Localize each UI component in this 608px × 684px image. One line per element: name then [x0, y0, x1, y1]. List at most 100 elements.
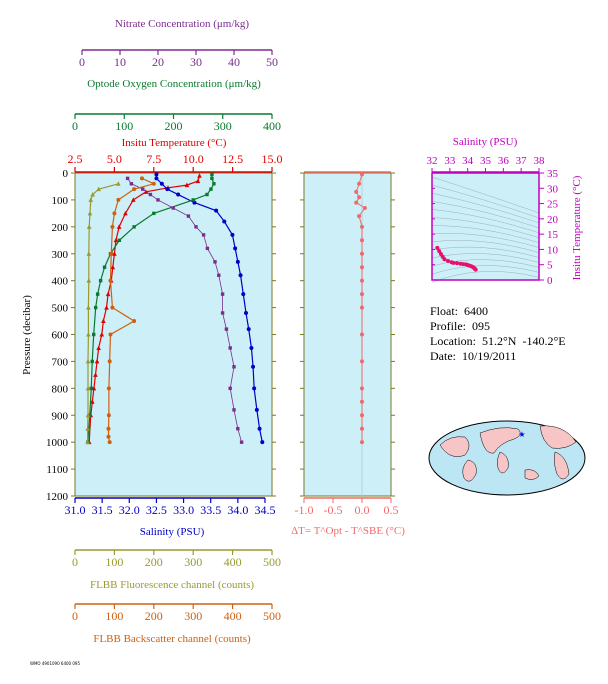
profile-plot-area [75, 173, 272, 496]
salinity-point [176, 192, 181, 197]
salinity-point [249, 345, 254, 350]
temperature-point [195, 178, 201, 184]
backscatter-point [108, 278, 113, 283]
temperature-point [197, 173, 202, 178]
pressure-tick-label: 1100 [46, 464, 68, 476]
ts-point [451, 260, 456, 265]
ts-point [454, 261, 459, 266]
ts-salinity-tick-label: 34 [462, 155, 474, 167]
backscatter-tick-label: 400 [224, 609, 242, 623]
delta-t-point [360, 440, 364, 445]
delta-t-point [354, 200, 359, 205]
salinity-point [233, 246, 238, 251]
delta-t-point [357, 195, 362, 200]
ts-temperature-tick-label: 15 [547, 229, 559, 241]
salinity-point [238, 273, 243, 278]
oxygen-point [90, 359, 94, 364]
backscatter-tick-label: 200 [145, 609, 163, 623]
nitrate-point [186, 214, 191, 218]
fluorescence-point [86, 278, 92, 283]
delta-t-point [360, 224, 364, 229]
fluorescence-tick-label: 500 [263, 555, 281, 569]
delta-t-point [360, 332, 364, 337]
oxygen-point [95, 292, 100, 296]
nitrate-point [213, 260, 217, 264]
fluorescence-tick-label: 0 [72, 555, 78, 569]
ts-plot-frame [431, 172, 540, 281]
oxygen-tick-label: 0 [72, 119, 78, 133]
delta-t-point [360, 426, 364, 431]
float-info-panel: Float: 6400 Profile: 095 Location: 51.2°… [430, 304, 566, 364]
backscatter-point [110, 224, 115, 229]
nitrate-tick-label: 20 [152, 55, 164, 69]
temperature-point [184, 182, 190, 188]
delta-t-point [357, 181, 362, 186]
ts-point [435, 245, 440, 250]
salinity-point [159, 181, 164, 186]
salinity-point [222, 219, 227, 224]
nitrate-point [129, 182, 134, 186]
pressure-tick-label: 900 [52, 410, 69, 422]
salinity-point [230, 232, 235, 237]
fluorescence-point [86, 224, 92, 229]
backscatter-point [151, 181, 156, 186]
salinity-point [257, 426, 262, 431]
fluorescence-point [86, 251, 92, 256]
backscatter-point [108, 332, 113, 337]
pressure-tick-label: 300 [52, 249, 69, 261]
pressure-tick-label: 1000 [46, 437, 69, 449]
salinity-point [246, 327, 251, 332]
ts-point [473, 267, 478, 272]
fluorescence-point [88, 197, 94, 202]
backscatter-tick-label: 0 [72, 609, 78, 623]
nitrate-point [156, 198, 160, 202]
oxygen-tick-label: 300 [214, 119, 232, 133]
salinity-point [254, 407, 259, 412]
delta-t-point [360, 278, 364, 283]
pressure-tick-label: 0 [63, 168, 69, 180]
ts-temperature-tick-label: 0 [547, 275, 553, 287]
backscatter-tick-label: 300 [184, 609, 202, 623]
backscatter-point [106, 434, 111, 439]
ts-density-contour [431, 259, 540, 268]
fluorescence-point [85, 385, 91, 391]
pressure-tick-label: 400 [52, 276, 69, 288]
salinity-point [241, 292, 246, 297]
salinity-point [252, 386, 257, 391]
footer-text: WMO 4901090 6400 095 [30, 661, 80, 666]
delta-t-point [360, 292, 364, 297]
salinity-point [214, 208, 219, 213]
fluorescence-tick-label: 100 [105, 555, 123, 569]
fluorescence-tick-label: 300 [184, 555, 202, 569]
nitrate-point [201, 233, 206, 237]
ts-temperature-tick-label: 5 [547, 260, 553, 272]
temperature-tick-label: 7.5 [146, 152, 161, 166]
salinity-tick-label: 31.5 [92, 503, 113, 517]
temperature-tick-label: 2.5 [68, 152, 83, 166]
backscatter-point [139, 176, 144, 181]
ts-density-contour [431, 209, 540, 233]
nitrate-tick-label: 0 [79, 55, 85, 69]
float-location-marker: ★ [518, 430, 525, 439]
temperature-point [105, 291, 111, 297]
nitrate-point [141, 187, 145, 191]
nitrate-axis-title: Nitrate Concentration (μm/kg) [115, 18, 250, 30]
temperature-tick-label: 10.0 [183, 152, 204, 166]
oxygen-point [209, 187, 213, 191]
ts-salinity-tick-label: 32 [427, 155, 438, 167]
ts-density-contour [431, 246, 540, 258]
ts-temperature-tick-label: 10 [547, 244, 559, 256]
oxygen-point [92, 332, 96, 337]
delta-t-point [360, 386, 364, 391]
temperature-point [99, 332, 105, 337]
nitrate-point [224, 327, 229, 331]
backscatter-point [106, 426, 111, 431]
oxygen-point [212, 182, 216, 186]
temperature-point [116, 224, 122, 229]
nitrate-point [148, 192, 153, 197]
salinity-point [260, 440, 265, 445]
temperature-point [131, 197, 136, 202]
oxygen-tick-label: 400 [263, 119, 281, 133]
nitrate-tick-label: 30 [190, 55, 202, 69]
fluorescence-tick-label: 200 [145, 555, 163, 569]
